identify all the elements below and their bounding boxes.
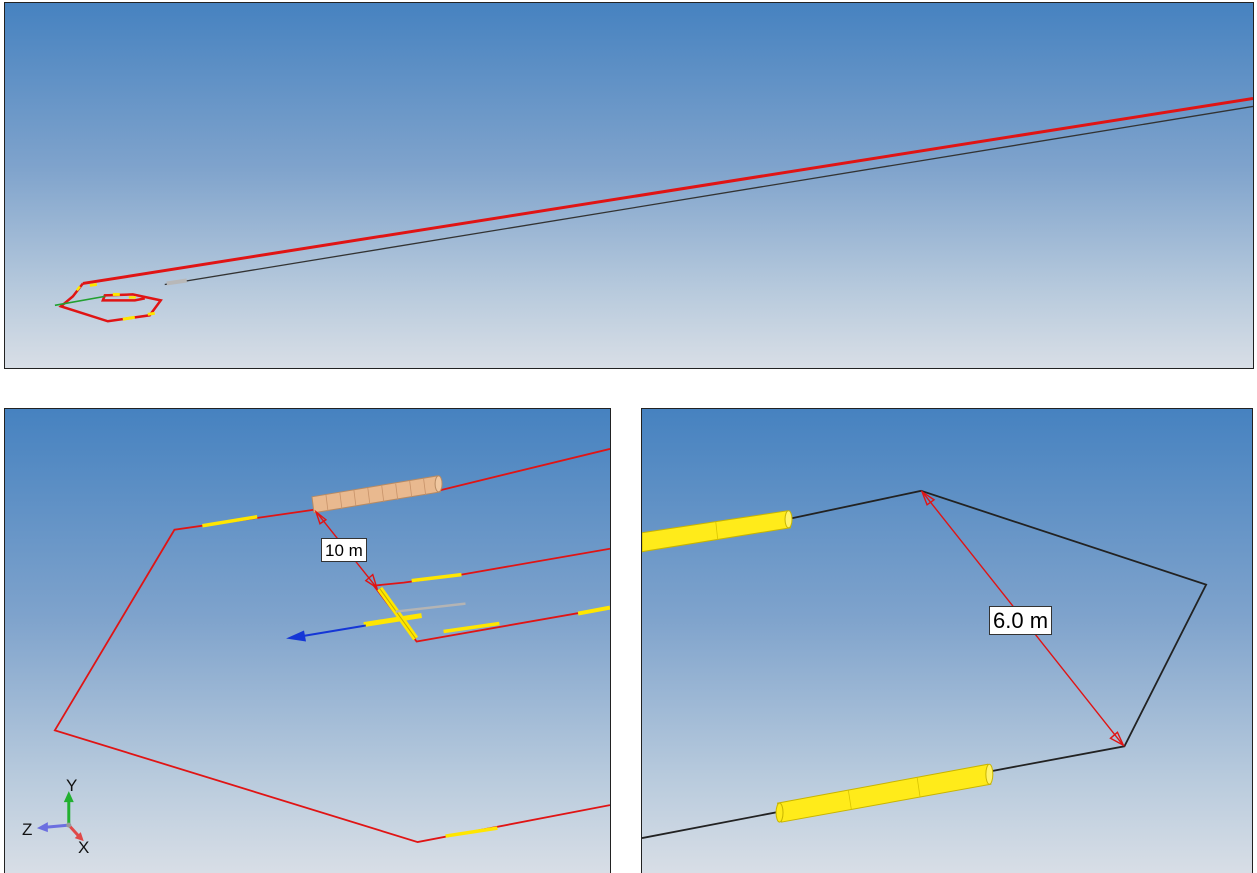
buoy-cylinder <box>311 475 443 514</box>
float-cylinder-lower <box>775 763 994 823</box>
axis-label-x: X <box>78 838 90 857</box>
float-segment <box>202 515 258 528</box>
float-segment <box>89 282 98 287</box>
float-segment <box>147 311 155 316</box>
detail-right-scene <box>642 489 1208 839</box>
float-segment <box>443 621 500 634</box>
green-axis-stub <box>54 295 105 307</box>
frame-member <box>379 588 417 639</box>
detail-viewport-left[interactable]: 10 m Y Z X <box>4 408 611 873</box>
frame-member <box>363 613 423 628</box>
dimension-arrowhead <box>1109 731 1125 747</box>
axis-label-y: Y <box>66 776 78 795</box>
float-cylinder-upper <box>642 510 793 553</box>
axis-label-z: Z <box>22 820 33 839</box>
float-segment <box>411 572 462 583</box>
overview-scene <box>54 97 1253 323</box>
grey-rod <box>395 602 466 613</box>
cable-line-dark <box>164 105 1253 286</box>
blue-arrow-head <box>286 630 307 642</box>
dimension-arrowhead <box>920 490 936 506</box>
dimension-arrowhead <box>314 509 328 525</box>
float-segment <box>445 826 498 838</box>
dimension-label-10m: 10 m <box>321 538 367 562</box>
float-segment <box>577 605 610 616</box>
cable-weight-grey <box>166 278 188 286</box>
dimension-label-6m: 6.0 m <box>989 606 1053 635</box>
dimension-arrowhead <box>364 573 378 590</box>
axis-triad <box>36 791 84 842</box>
blue-axis-arrow <box>299 624 366 638</box>
overview-viewport[interactable] <box>4 2 1254 369</box>
float-segment <box>122 315 136 321</box>
inner-line-upper <box>372 547 610 643</box>
detail-viewport-right[interactable]: 6.0 m <box>641 408 1253 873</box>
float-segment <box>75 285 81 292</box>
detail-left-scene <box>36 448 610 843</box>
mooring-line-red <box>82 97 1253 285</box>
